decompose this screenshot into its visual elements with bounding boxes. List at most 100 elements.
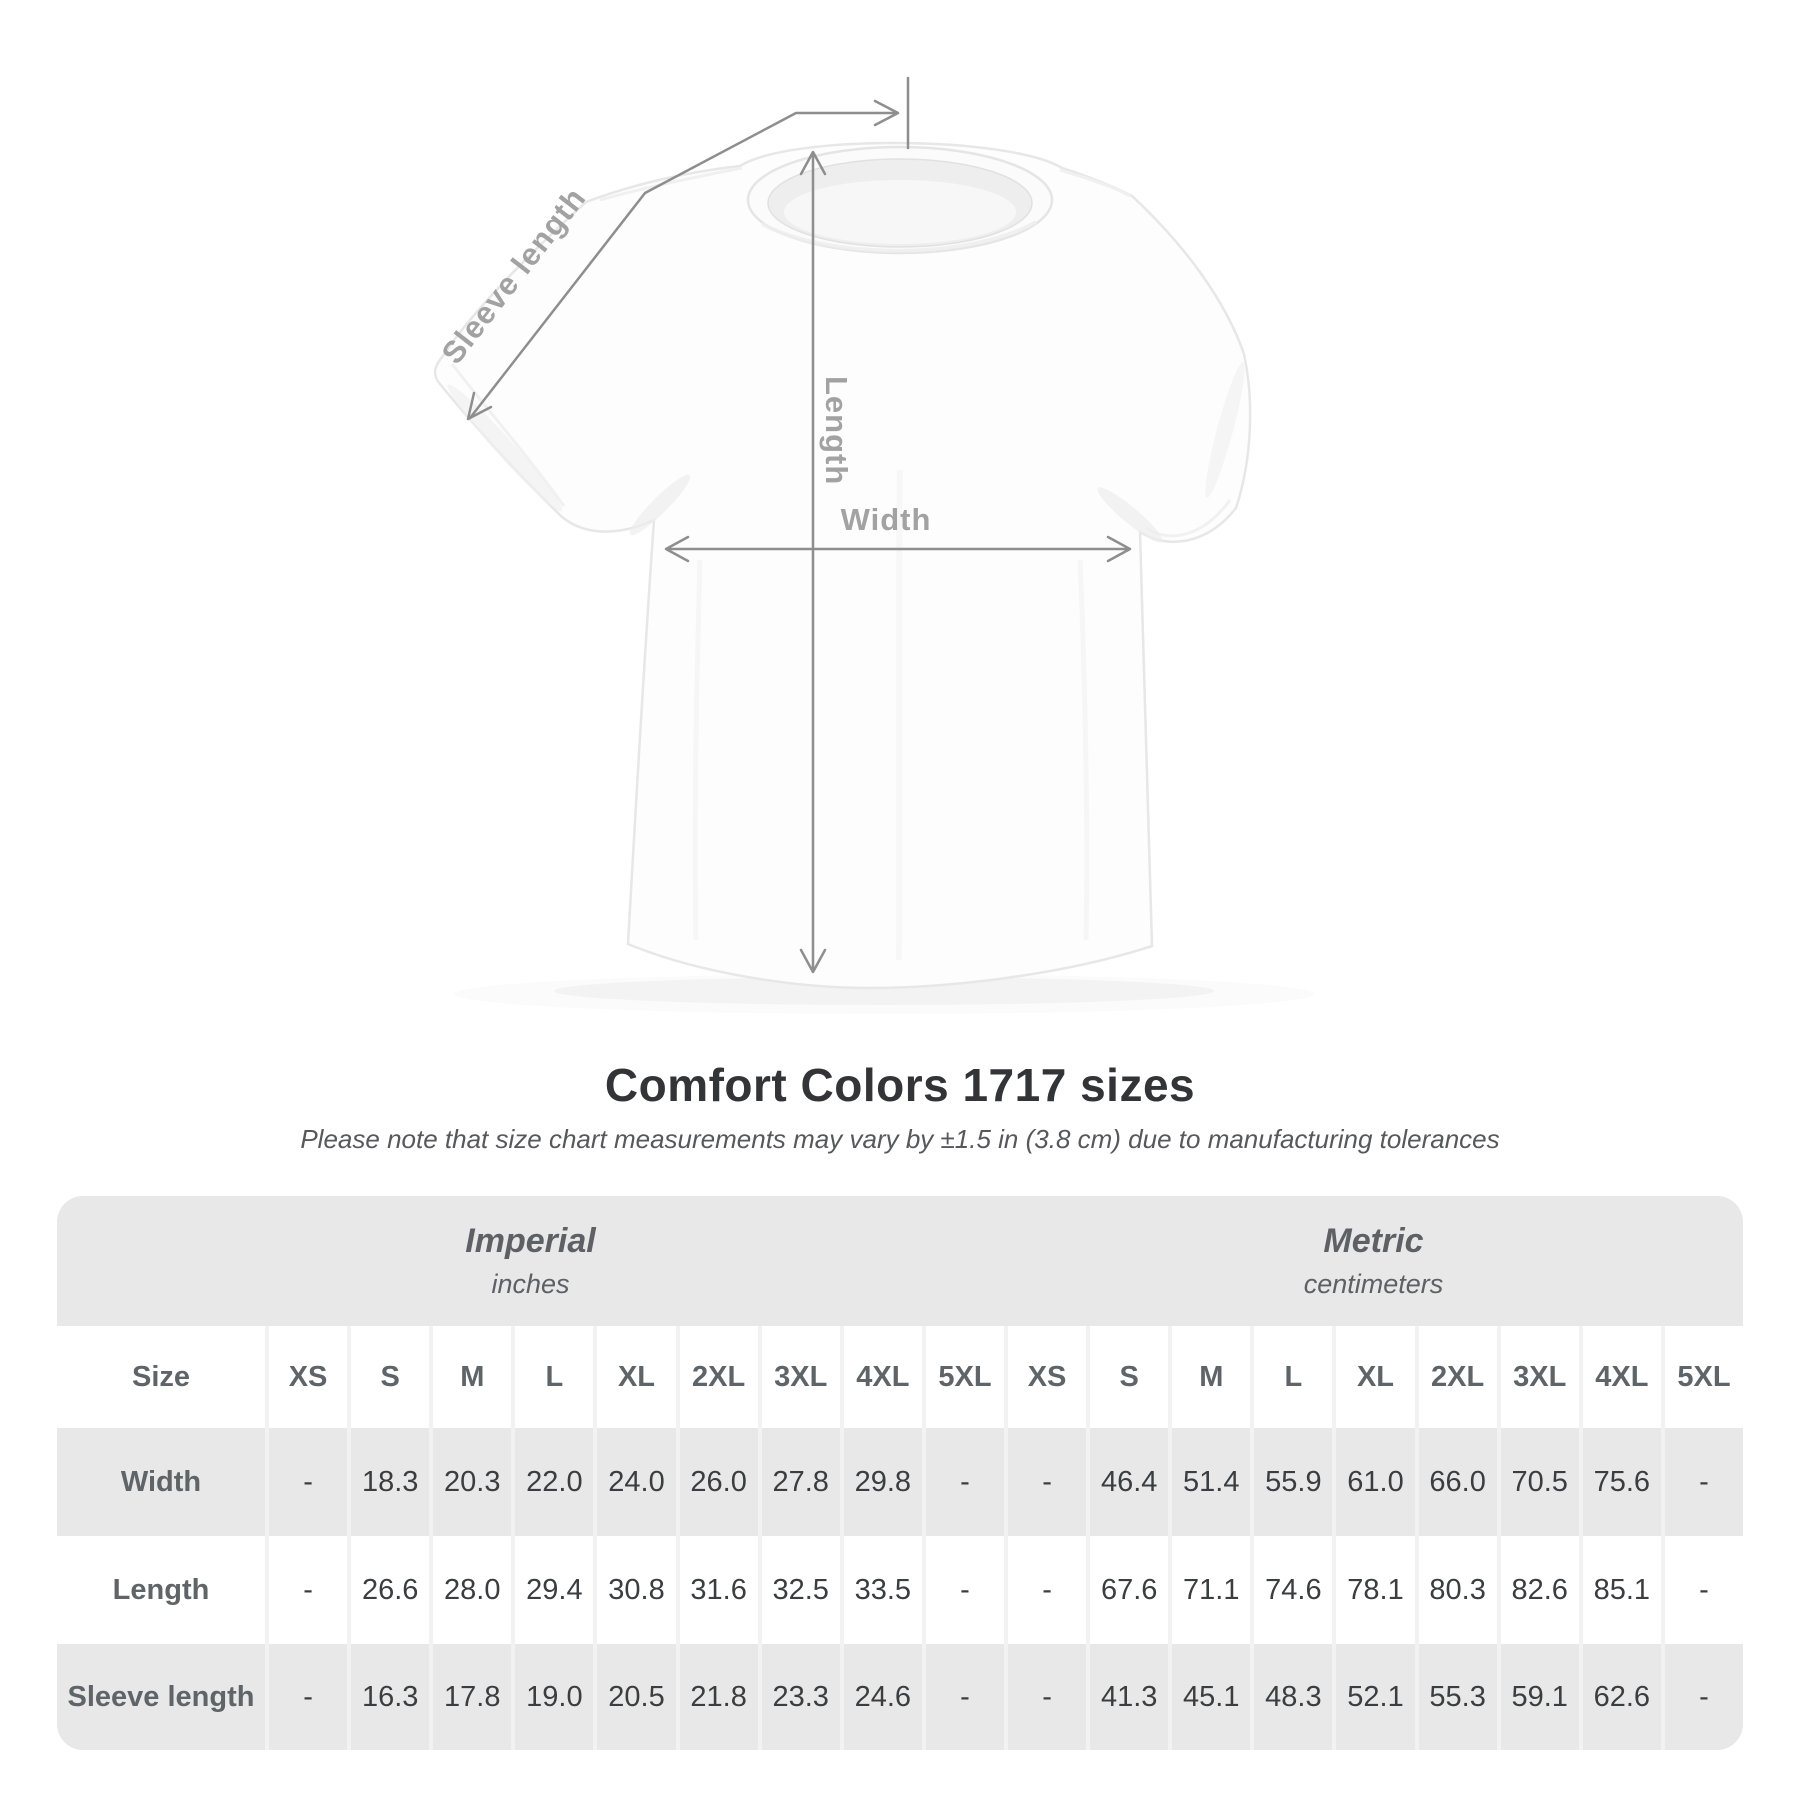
width-arrowhead-left	[664, 535, 690, 563]
tshirt-diagram-svg: Sleeve length Length Width	[433, 76, 1314, 1014]
width-metric-xl: 61.0	[1332, 1428, 1415, 1536]
width-label: Width	[841, 502, 932, 537]
length-metric-xs: -	[1004, 1536, 1087, 1644]
sleeve-metric-3xl: 59.1	[1496, 1644, 1579, 1750]
length-metric-5xl: -	[1660, 1536, 1743, 1644]
metric-unit: centimeters	[1303, 1269, 1444, 1299]
sleeve-imperial-xl: 20.5	[593, 1644, 676, 1750]
length-metric-4xl: 85.1	[1578, 1536, 1661, 1644]
size-header-metric-2xl: 2XL	[1414, 1326, 1497, 1428]
size-header-metric-l: L	[1250, 1326, 1333, 1428]
metric-header: Metric centimeters	[1004, 1196, 1743, 1326]
width-metric-4xl: 75.6	[1578, 1428, 1661, 1536]
length-arrowhead-bottom	[799, 948, 827, 974]
size-header-metric-s: S	[1086, 1326, 1169, 1428]
length-metric-2xl: 80.3	[1414, 1536, 1497, 1644]
length-imperial-2xl: 31.6	[675, 1536, 758, 1644]
width-imperial-4xl: 29.8	[839, 1428, 922, 1536]
length-imperial-3xl: 32.5	[757, 1536, 840, 1644]
width-imperial-xl: 24.0	[593, 1428, 676, 1536]
chart-heading: Comfort Colors 1717 sizes Please note th…	[0, 1040, 1800, 1155]
length-imperial-m: 28.0	[429, 1536, 512, 1644]
length-metric-s: 67.6	[1086, 1536, 1169, 1644]
sleeve-metric-xl: 52.1	[1332, 1644, 1415, 1750]
length-imperial-xs: -	[265, 1536, 348, 1644]
size-table: Imperial inches Metric centimeters Size …	[57, 1196, 1743, 1750]
tshirt-collar	[746, 145, 1054, 255]
sleeve-imperial-xs: -	[265, 1644, 348, 1750]
sleeve-imperial-l: 19.0	[511, 1644, 594, 1750]
size-header-imperial-xs: XS	[265, 1326, 348, 1428]
width-metric-5xl: -	[1660, 1428, 1743, 1536]
width-metric-m: 51.4	[1168, 1428, 1251, 1536]
sleeve-arrowhead-end	[466, 391, 493, 421]
sleeve-imperial-2xl: 21.8	[675, 1644, 758, 1750]
sleeve-imperial-m: 17.8	[429, 1644, 512, 1750]
size-header-metric-xs: XS	[1004, 1326, 1087, 1428]
size-header-metric-xl: XL	[1332, 1326, 1415, 1428]
tshirt-shadow	[454, 974, 1314, 1014]
size-header-metric-5xl: 5XL	[1660, 1326, 1743, 1428]
sleeve-imperial-s: 16.3	[347, 1644, 430, 1750]
sleeve-imperial-4xl: 24.6	[839, 1644, 922, 1750]
length-imperial-4xl: 33.5	[839, 1536, 922, 1644]
size-header-imperial-xl: XL	[593, 1326, 676, 1428]
size-header-metric-4xl: 4XL	[1578, 1326, 1661, 1428]
width-imperial-3xl: 27.8	[757, 1428, 840, 1536]
tshirt-graphic	[433, 141, 1252, 990]
size-grid: Size XS S M L XL 2XL 3XL 4XL 5XL XS S M …	[57, 1326, 1743, 1750]
width-metric-s: 46.4	[1086, 1428, 1169, 1536]
length-imperial-5xl: -	[921, 1536, 1004, 1644]
size-header-imperial-4xl: 4XL	[839, 1326, 922, 1428]
tshirt-measurement-diagram: Sleeve length Length Width	[433, 76, 1314, 1014]
metric-label: Metric	[1323, 1222, 1424, 1260]
size-header-metric-m: M	[1168, 1326, 1251, 1428]
imperial-label: Imperial	[465, 1222, 596, 1260]
unit-header-band: Imperial inches Metric centimeters	[57, 1196, 1743, 1326]
sleeve-metric-2xl: 55.3	[1414, 1644, 1497, 1750]
sleeve-arrowhead-right	[873, 99, 900, 127]
imperial-unit: inches	[491, 1269, 570, 1299]
length-imperial-l: 29.4	[511, 1536, 594, 1644]
length-metric-xl: 78.1	[1332, 1536, 1415, 1644]
length-arrowhead-top	[799, 150, 827, 176]
tshirt-body	[433, 141, 1252, 990]
tolerance-note: Please note that size chart measurements…	[300, 1124, 1500, 1154]
sleeve-metric-l: 48.3	[1250, 1644, 1333, 1750]
width-arrowhead-right	[1106, 535, 1132, 563]
size-header-imperial-s: S	[347, 1326, 430, 1428]
sleeve-metric-5xl: -	[1660, 1644, 1743, 1750]
size-header-metric-3xl: 3XL	[1496, 1326, 1579, 1428]
width-imperial-m: 20.3	[429, 1428, 512, 1536]
width-imperial-l: 22.0	[511, 1428, 594, 1536]
size-header-imperial-3xl: 3XL	[757, 1326, 840, 1428]
length-imperial-s: 26.6	[347, 1536, 430, 1644]
width-metric-3xl: 70.5	[1496, 1428, 1579, 1536]
sleeve-imperial-5xl: -	[921, 1644, 1004, 1750]
sleeve-metric-4xl: 62.6	[1578, 1644, 1661, 1750]
width-imperial-2xl: 26.0	[675, 1428, 758, 1536]
width-metric-2xl: 66.0	[1414, 1428, 1497, 1536]
length-label: Length	[819, 376, 854, 485]
width-imperial-xs: -	[265, 1428, 348, 1536]
width-metric-xs: -	[1004, 1428, 1087, 1536]
size-header-imperial-2xl: 2XL	[675, 1326, 758, 1428]
imperial-header: Imperial inches	[57, 1196, 1004, 1326]
length-metric-l: 74.6	[1250, 1536, 1333, 1644]
length-imperial-xl: 30.8	[593, 1536, 676, 1644]
size-header-imperial-m: M	[429, 1326, 512, 1428]
page-title: Comfort Colors 1717 sizes	[604, 1059, 1196, 1111]
row-label-length: Length	[57, 1536, 265, 1644]
width-imperial-s: 18.3	[347, 1428, 430, 1536]
width-metric-l: 55.9	[1250, 1428, 1333, 1536]
width-imperial-5xl: -	[921, 1428, 1004, 1536]
length-metric-m: 71.1	[1168, 1536, 1251, 1644]
width-measure: Width	[664, 502, 1132, 563]
sleeve-metric-xs: -	[1004, 1644, 1087, 1750]
row-label-width: Width	[57, 1428, 265, 1536]
sleeve-metric-s: 41.3	[1086, 1644, 1169, 1750]
length-measure: Length	[799, 150, 854, 974]
sleeve-length-line	[468, 111, 896, 420]
sleeve-metric-m: 45.1	[1168, 1644, 1251, 1750]
